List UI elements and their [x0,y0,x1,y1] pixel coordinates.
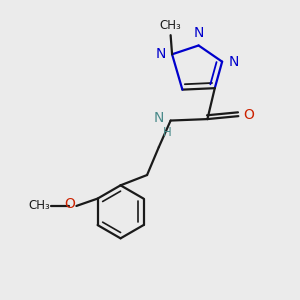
Text: O: O [244,108,254,122]
Text: N: N [155,47,166,61]
Text: O: O [64,196,75,211]
Text: N: N [154,111,164,124]
Text: N: N [229,55,239,69]
Text: CH₃: CH₃ [28,200,50,212]
Text: H: H [163,126,172,139]
Text: N: N [194,26,204,40]
Text: CH₃: CH₃ [160,19,182,32]
